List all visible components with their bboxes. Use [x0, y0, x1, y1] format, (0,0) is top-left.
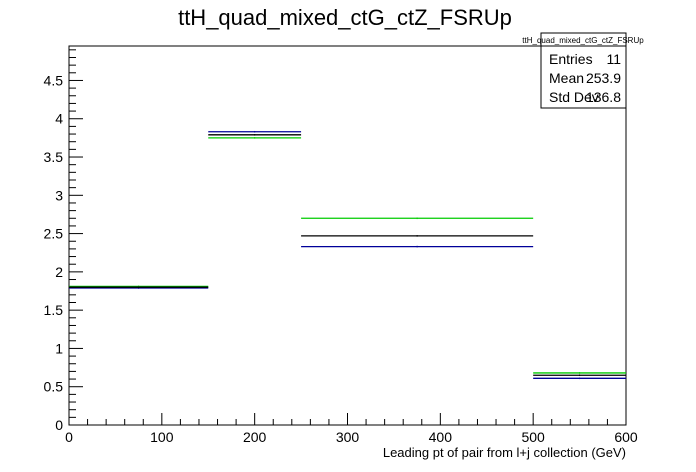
y-tick-label: 1.5: [44, 302, 64, 318]
chart-title: ttH_quad_mixed_ctG_ctZ_FSRUp: [178, 5, 512, 30]
x-axis-label: Leading pt of pair from l+j collection (…: [383, 445, 626, 460]
histogram-layer: [69, 130, 626, 380]
x-tick-label: 300: [336, 429, 360, 445]
y-tick-label: 2: [55, 264, 63, 280]
x-tick-label: 400: [429, 429, 453, 445]
y-tick-label: 2.5: [44, 226, 64, 242]
y-tick-label: 4.5: [44, 72, 64, 88]
stats-mean-label: Mean: [549, 70, 584, 86]
y-tick-label: 0: [55, 417, 63, 433]
x-tick-label: 200: [243, 429, 267, 445]
y-tick-label: 0.5: [44, 379, 64, 395]
x-tick-label: 600: [614, 429, 638, 445]
x-axis: 0 100 200 300 400 500 600: [65, 413, 638, 445]
y-tick-label: 1: [55, 340, 63, 356]
stats-entries-label: Entries: [549, 51, 593, 67]
x-tick-label: 0: [65, 429, 73, 445]
y-tick-label: 3: [55, 187, 63, 203]
y-tick-label: 3.5: [44, 149, 64, 165]
y-tick-label: 4: [55, 111, 63, 127]
stats-box-title: ttH_quad_mixed_ctG_ctZ_FSRUp: [522, 36, 644, 45]
x-tick-label: 100: [150, 429, 174, 445]
stats-box: ttH_quad_mixed_ctG_ctZ_FSRUp Entries 11 …: [522, 32, 644, 109]
stats-stddev-value: 136.8: [586, 89, 621, 105]
x-tick-label: 500: [521, 429, 545, 445]
y-axis: 0 0.5 1 1.5 2 2.5 3 3.5 4 4.5: [44, 49, 83, 433]
stats-stddev-label: Std Dev: [549, 89, 599, 105]
stats-box-body: [540, 45, 627, 109]
stats-mean-value: 253.9: [586, 70, 621, 86]
stats-entries-value: 11: [606, 51, 621, 67]
